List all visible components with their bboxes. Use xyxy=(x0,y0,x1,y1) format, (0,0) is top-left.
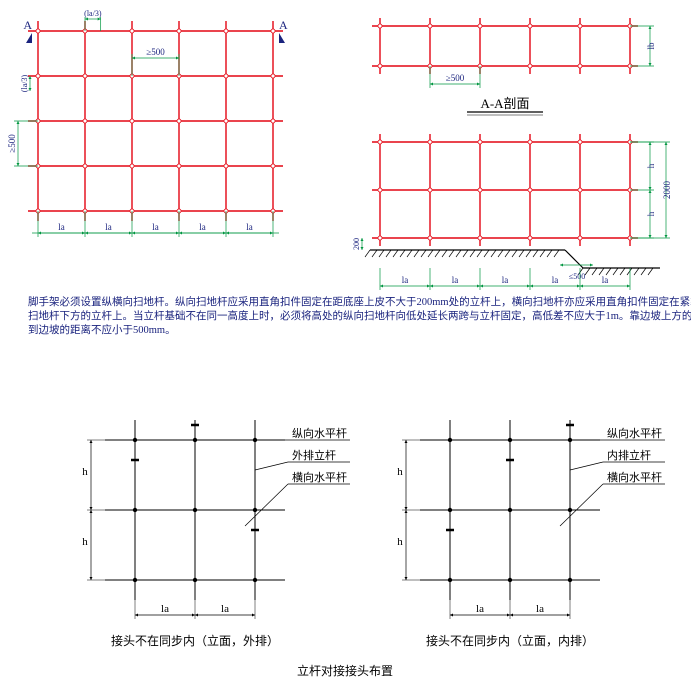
svg-text:h: h xyxy=(397,536,403,548)
svg-text:h: h xyxy=(82,536,88,548)
svg-text:外排立杆: 外排立杆 xyxy=(292,448,336,462)
svg-text:脚手架必须设置纵横向扫地杆。纵向扫地杆应采用直角扣件固定在距: 脚手架必须设置纵横向扫地杆。纵向扫地杆应采用直角扣件固定在距底座上皮不大于200… xyxy=(28,295,691,308)
svg-text:横向水平杆: 横向水平杆 xyxy=(292,470,347,484)
svg-text:h: h xyxy=(646,211,656,216)
svg-text:lb: lb xyxy=(646,42,656,50)
svg-text:h: h xyxy=(397,466,403,478)
svg-text:la: la xyxy=(221,603,229,615)
svg-text:la: la xyxy=(552,275,559,285)
svg-text:(la/3): (la/3) xyxy=(20,75,29,93)
svg-text:la: la xyxy=(199,222,206,232)
svg-text:到边坡的距离不应小于500mm。: 到边坡的距离不应小于500mm。 xyxy=(28,323,176,336)
svg-text:接头不在同步内（立面，外排）: 接头不在同步内（立面，外排） xyxy=(111,633,279,648)
svg-text:≥500: ≥500 xyxy=(446,73,465,83)
svg-text:la: la xyxy=(152,222,159,232)
svg-text:la: la xyxy=(246,222,253,232)
svg-text:la: la xyxy=(402,275,409,285)
svg-text:A: A xyxy=(23,18,32,32)
svg-text:h: h xyxy=(646,163,656,168)
svg-text:≥500: ≥500 xyxy=(146,47,165,57)
svg-text:扫地杆下方的立杆上。当立杆基础不在同一高度上时，必须将高处的: 扫地杆下方的立杆上。当立杆基础不在同一高度上时，必须将高处的纵向扫地杆向低处延长… xyxy=(28,309,691,322)
svg-text:内排立杆: 内排立杆 xyxy=(607,448,651,462)
svg-text:h: h xyxy=(82,466,88,478)
svg-text:la: la xyxy=(161,603,169,615)
svg-text:la: la xyxy=(105,222,112,232)
svg-text:≥500: ≥500 xyxy=(7,134,17,153)
svg-text:A: A xyxy=(279,18,288,32)
svg-text:200: 200 xyxy=(352,238,361,250)
svg-text:2000: 2000 xyxy=(662,181,672,200)
svg-text:纵向水平杆: 纵向水平杆 xyxy=(607,426,662,440)
svg-text:la: la xyxy=(452,275,459,285)
svg-text:la: la xyxy=(476,603,484,615)
svg-text:la: la xyxy=(602,275,609,285)
svg-text:接头不在同步内（立面，内排）: 接头不在同步内（立面，内排） xyxy=(426,633,594,648)
svg-text:立杆对接接头布置: 立杆对接接头布置 xyxy=(297,663,393,678)
svg-text:纵向水平杆: 纵向水平杆 xyxy=(292,426,347,440)
drawing-canvas: A A ≥500 ≥500 (la/3) (la/3) la la la la la lb ≥500 A-… xyxy=(0,0,691,693)
svg-text:横向水平杆: 横向水平杆 xyxy=(607,470,662,484)
svg-text:≤500: ≤500 xyxy=(569,272,585,281)
svg-text:la: la xyxy=(536,603,544,615)
svg-text:la: la xyxy=(58,222,65,232)
svg-text:la: la xyxy=(502,275,509,285)
svg-text:A-A剖面: A-A剖面 xyxy=(480,96,529,111)
svg-text:(la/3): (la/3) xyxy=(84,9,102,18)
